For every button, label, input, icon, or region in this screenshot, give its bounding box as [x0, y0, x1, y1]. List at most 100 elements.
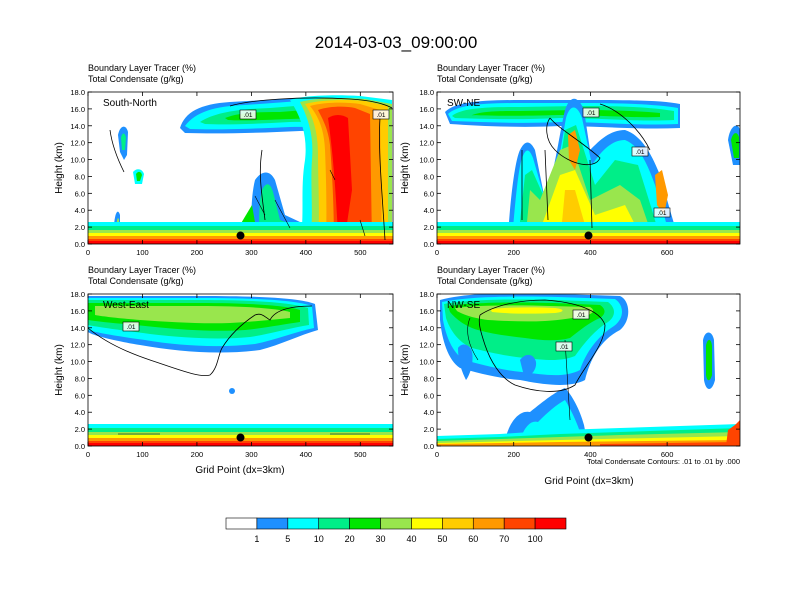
- x-tick-label: 100: [136, 248, 149, 257]
- colorbar-swatch: [349, 517, 381, 530]
- y-tick-label: 16.0: [70, 307, 85, 316]
- x-tick-label: 600: [661, 450, 674, 459]
- colorbar-swatch: [287, 517, 320, 530]
- contour-label-box: [653, 207, 671, 218]
- figure-title: 2014-03-03_09:00:00: [315, 33, 478, 52]
- y-tick-label: 6.0: [424, 391, 434, 400]
- colorbar-swatch: [411, 517, 443, 530]
- contour-label-box: [372, 109, 390, 120]
- x-tick-label: 200: [507, 450, 520, 459]
- y-axis-label: Height (km): [400, 344, 411, 396]
- x-axis-label: Grid Point (dx=3km): [195, 465, 284, 476]
- panel-subtitle-line2: Total Condensate (g/kg): [437, 276, 533, 286]
- y-tick-label: 2.0: [424, 223, 434, 232]
- y-tick-label: 12.0: [70, 341, 85, 350]
- contour-label: .01: [635, 149, 644, 156]
- plot-frame: [436, 293, 741, 447]
- x-tick-label: 0: [86, 248, 90, 257]
- colorbar-label: 70: [499, 534, 509, 544]
- y-tick-label: 18.0: [70, 290, 85, 299]
- x-tick-label: 200: [191, 248, 204, 257]
- colorbar-swatch: [442, 517, 474, 530]
- panel-subtitle-line1: Boundary Layer Tracer (%): [437, 265, 545, 275]
- colorbar-swatch: [380, 517, 412, 530]
- panel-west-east: Boundary Layer Tracer (%) Total Condensa…: [54, 265, 394, 476]
- y-tick-label: 10.0: [70, 156, 85, 165]
- contour-label-box: [239, 109, 257, 120]
- y-tick-label: 18.0: [419, 290, 434, 299]
- panel-subtitle-line1: Boundary Layer Tracer (%): [437, 63, 545, 73]
- location-marker: [236, 433, 245, 442]
- y-tick-label: 10.0: [70, 358, 85, 367]
- heatmap-field: [437, 98, 740, 244]
- x-tick-label: 0: [435, 450, 439, 459]
- plot-frame: [87, 293, 394, 447]
- colorbar-label: 1: [254, 534, 259, 544]
- y-tick-label: 14.0: [419, 324, 434, 333]
- y-tick-label: 14.0: [419, 122, 434, 131]
- y-tick-label: 2.0: [75, 223, 85, 232]
- y-axis-label: Height (km): [54, 344, 65, 396]
- y-tick-label: 12.0: [70, 139, 85, 148]
- x-tick-label: 400: [584, 248, 597, 257]
- panel-label: South-North: [103, 98, 157, 109]
- location-marker: [236, 231, 245, 240]
- y-tick-label: 0.0: [75, 240, 85, 249]
- y-tick-label: 10.0: [419, 156, 434, 165]
- y-tick-label: 0.0: [424, 442, 434, 451]
- y-tick-label: 18.0: [70, 88, 85, 97]
- x-tick-label: 300: [245, 450, 258, 459]
- colorbar-label: 60: [468, 534, 478, 544]
- x-tick-label: 300: [245, 248, 258, 257]
- contour-label: .01: [576, 312, 585, 319]
- contour-label: .01: [376, 112, 385, 119]
- colorbar-label: 100: [528, 534, 543, 544]
- colorbar-label: 5: [285, 534, 290, 544]
- contour-label-box: [122, 321, 140, 332]
- y-tick-label: 6.0: [75, 391, 85, 400]
- y-tick-label: 4.0: [424, 408, 434, 417]
- colorbar-label: 40: [406, 534, 416, 544]
- contour-label-box: [582, 107, 600, 118]
- y-tick-label: 16.0: [419, 105, 434, 114]
- panel-subtitle-line2: Total Condensate (g/kg): [88, 74, 184, 84]
- x-tick-label: 200: [191, 450, 204, 459]
- panel-subtitle-line2: Total Condensate (g/kg): [88, 276, 184, 286]
- contour-label: .01: [243, 112, 252, 119]
- location-marker: [584, 433, 593, 442]
- panel-subtitle-line1: Boundary Layer Tracer (%): [88, 265, 196, 275]
- plot-frame: [436, 91, 741, 245]
- panel-south-north: Boundary Layer Tracer (%) Total Condensa…: [54, 63, 394, 257]
- panel-label: NW-SE: [447, 300, 480, 311]
- y-tick-label: 12.0: [419, 341, 434, 350]
- contour-label: .01: [657, 210, 666, 217]
- x-tick-label: 500: [354, 450, 367, 459]
- colorbar-label: 10: [314, 534, 324, 544]
- y-tick-label: 2.0: [424, 425, 434, 434]
- panel-label: SW-NE: [447, 98, 480, 109]
- contour-label-box: [631, 146, 649, 157]
- y-tick-label: 0.0: [424, 240, 434, 249]
- x-tick-label: 400: [584, 450, 597, 459]
- y-tick-label: 8.0: [75, 172, 85, 181]
- panel-subtitle-line2: Total Condensate (g/kg): [437, 74, 533, 84]
- colorbar-swatch: [472, 517, 505, 530]
- y-tick-label: 4.0: [75, 206, 85, 215]
- x-tick-label: 600: [661, 248, 674, 257]
- panel-subtitle-line1: Boundary Layer Tracer (%): [88, 63, 196, 73]
- y-tick-label: 2.0: [75, 425, 85, 434]
- y-tick-label: 8.0: [424, 172, 434, 181]
- y-tick-label: 8.0: [75, 374, 85, 383]
- panel-nw-se: Boundary Layer Tracer (%) Total Condensa…: [400, 265, 741, 487]
- y-tick-label: 8.0: [424, 374, 434, 383]
- y-tick-label: 16.0: [70, 105, 85, 114]
- x-tick-label: 100: [136, 450, 149, 459]
- y-tick-label: 14.0: [70, 122, 85, 131]
- y-axis-label: Height (km): [54, 142, 65, 194]
- colorbar: 1 5 10 20 30 40 50 60 70 100: [225, 517, 567, 544]
- x-tick-label: 400: [300, 450, 313, 459]
- y-tick-label: 4.0: [424, 206, 434, 215]
- colorbar-label: 50: [437, 534, 447, 544]
- x-tick-label: 0: [86, 450, 90, 459]
